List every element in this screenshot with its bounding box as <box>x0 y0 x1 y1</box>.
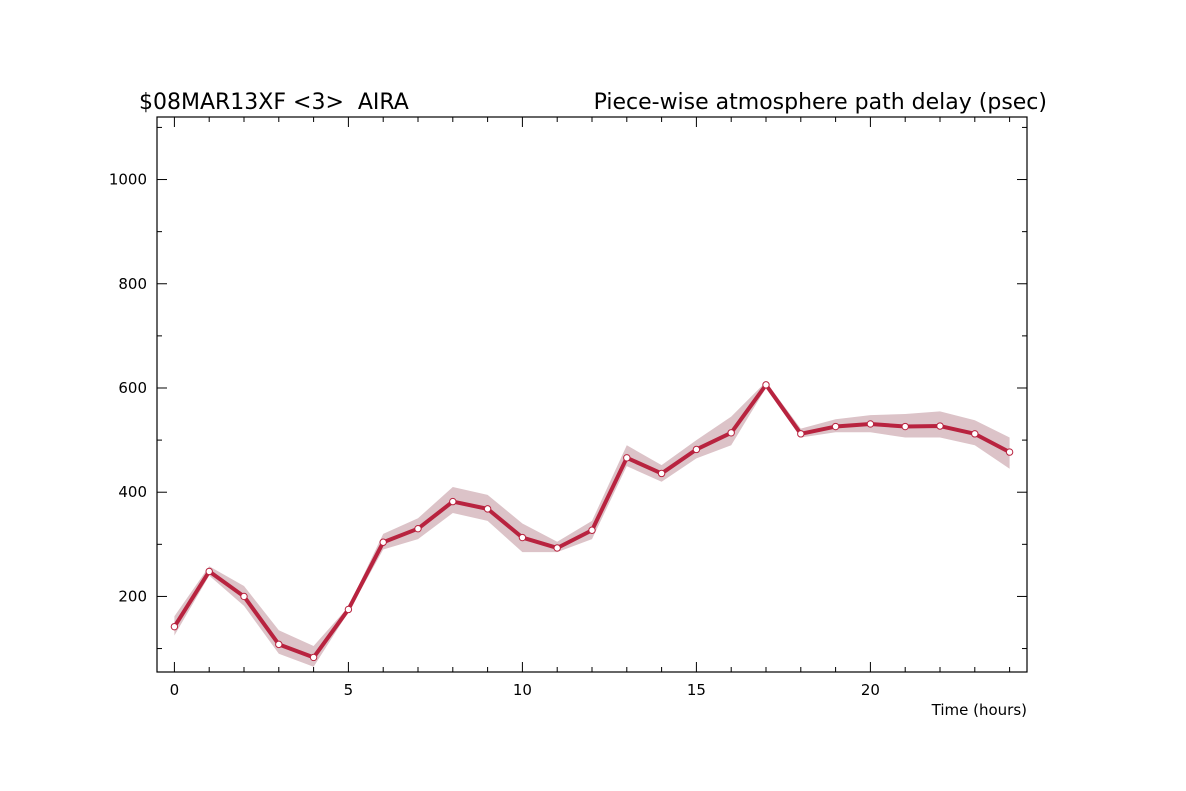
x-tick-label: 0 <box>170 681 180 699</box>
data-point <box>344 605 353 614</box>
data-point <box>309 653 318 662</box>
data-point <box>623 454 631 462</box>
y-tick-label: 1000 <box>109 171 147 189</box>
data-point-layer <box>170 381 1014 662</box>
uncertainty-band-layer <box>174 381 1010 667</box>
tick-label-layer: 0 5 10 15 20 200 400 600 800 1000 <box>109 171 880 699</box>
data-point <box>1005 448 1014 456</box>
y-tick-label: 400 <box>118 483 147 501</box>
data-point <box>518 533 527 542</box>
data-point <box>971 430 979 438</box>
x-tick-label: 5 <box>344 681 354 699</box>
data-point <box>553 544 561 552</box>
x-tick-label: 15 <box>687 681 706 699</box>
data-point <box>727 429 735 437</box>
x-tick-label: 10 <box>513 681 532 699</box>
y-tick-label: 200 <box>118 587 147 605</box>
data-point <box>657 469 666 478</box>
data-point <box>797 430 805 438</box>
x-axis-title: Time (hours) <box>931 701 1027 719</box>
plot-frame <box>156 116 1028 673</box>
data-point <box>205 567 213 576</box>
y-tick-label: 600 <box>118 379 147 397</box>
y-tick-label: 800 <box>118 275 147 293</box>
data-point <box>762 381 770 389</box>
x-tick-label: 20 <box>861 681 880 699</box>
data-point <box>901 422 909 431</box>
data-point <box>379 538 387 546</box>
chart-title-right: Piece-wise atmosphere path delay (psec) <box>594 90 1047 115</box>
data-point <box>831 422 840 431</box>
data-point <box>414 524 422 533</box>
data-point <box>240 592 248 601</box>
data-point <box>866 420 875 428</box>
data-point <box>588 526 596 534</box>
uncertainty-band <box>174 381 1010 667</box>
data-point <box>170 622 179 631</box>
chart-title-left: $08MAR13XF <3> AIRA <box>139 90 409 115</box>
data-point <box>692 445 701 454</box>
data-point <box>483 505 492 513</box>
data-point <box>449 497 457 506</box>
axis-tick-layer <box>157 117 1027 672</box>
data-point <box>936 422 944 430</box>
data-point <box>275 640 283 649</box>
